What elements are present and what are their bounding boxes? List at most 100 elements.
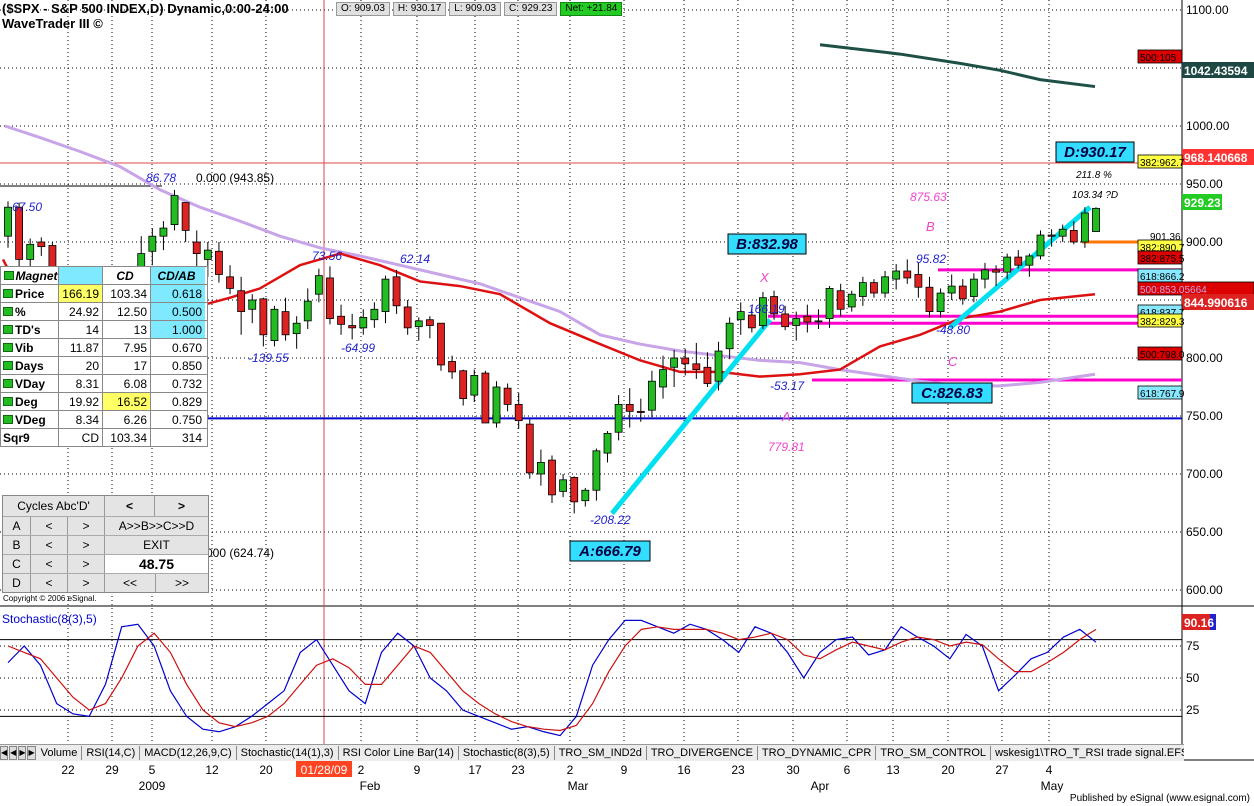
candle-body xyxy=(770,296,778,315)
candle-body xyxy=(958,285,967,300)
tab-scroll-next-icon[interactable]: ▶ xyxy=(18,746,27,760)
study-tab[interactable]: TRO_DIVERGENCE xyxy=(647,746,758,760)
ohlc-net: Net: +21.84 xyxy=(560,2,623,16)
candle-body xyxy=(981,269,989,280)
candle-body xyxy=(425,319,434,326)
tab-scroll-prev-icon[interactable]: ◀ xyxy=(9,746,18,760)
panel-value-2: 17 xyxy=(103,357,151,374)
candle-body xyxy=(26,243,35,260)
candle-body xyxy=(181,202,190,231)
candle-body xyxy=(1003,256,1012,273)
cycles-next-button[interactable]: > xyxy=(155,496,208,516)
panel-row-label: VDay xyxy=(1,375,59,392)
study-tab[interactable]: Volume xyxy=(37,746,83,760)
candle-body xyxy=(603,432,612,454)
cycle-rewind-button[interactable]: << xyxy=(105,574,156,592)
candle-body xyxy=(1092,207,1100,232)
panel-row: VDay 8.31 6.08 0.732 xyxy=(1,375,207,393)
cycle-forward-button[interactable]: >> xyxy=(156,574,208,592)
study-tab[interactable]: Stochastic(8(3),5) xyxy=(459,746,555,760)
panel-value-3: 0.618 xyxy=(151,285,205,302)
wave-annotation: 166.19 xyxy=(748,302,785,316)
cycle-sequence-button[interactable]: A>>B>>C>>D xyxy=(105,517,208,535)
cycle-c-right-button[interactable]: > xyxy=(68,555,105,573)
study-tab[interactable]: TRO_SM_CONTROL xyxy=(876,746,992,760)
right-label: 618:837.7 xyxy=(1140,308,1185,319)
stoch-tick-label: 50 xyxy=(1186,671,1200,685)
panel-value-1: 8.31 xyxy=(59,375,103,392)
candle-body xyxy=(648,380,656,411)
candle-body xyxy=(570,477,579,503)
row-marker-icon xyxy=(3,415,13,424)
tab-scroll-last-icon[interactable]: ▶ xyxy=(27,746,36,760)
panel-row: Sqr9 CD 103.34 314 xyxy=(1,429,207,446)
candle-body xyxy=(925,286,934,312)
date-tick-label: 9 xyxy=(621,763,628,777)
date-tick-label: 6 xyxy=(844,763,851,777)
cursor-date-label: 01/28/09 xyxy=(301,763,348,777)
panel-header: Magnet CD CD/AB xyxy=(1,267,207,285)
cycle-a-right-button[interactable]: > xyxy=(68,517,105,535)
panel-row: Vib 11.87 7.95 0.670 xyxy=(1,339,207,357)
current-ma-value: 1042.43594 xyxy=(1184,64,1248,78)
wave-line-ab xyxy=(610,318,772,516)
study-tab[interactable]: wskesig1\TRO_T_RSI trade signal.EFS(,,,,… xyxy=(991,746,1184,760)
candle-body xyxy=(736,311,745,321)
cycle-a-left-button[interactable]: < xyxy=(31,517,68,535)
study-tab[interactable]: TRO_DYNAMIC_CPR xyxy=(758,746,877,760)
study-tab[interactable]: MACD(12,26,9,C) xyxy=(140,746,237,760)
ma-dark-line xyxy=(819,43,1096,89)
study-tab[interactable]: RSI(14,C) xyxy=(82,746,141,760)
panel-value-2: 103.34 xyxy=(103,429,151,446)
candle-body xyxy=(414,320,423,328)
date-tick-label: 17 xyxy=(468,763,482,777)
panel-header-label: Magnet xyxy=(1,267,59,284)
cycle-b-right-button[interactable]: > xyxy=(68,536,105,554)
date-tick-label: 2 xyxy=(358,763,365,777)
right-label: 901.36 xyxy=(1150,232,1181,243)
candle-body xyxy=(548,459,556,496)
ohlc-open: O: 909.03 xyxy=(336,2,390,16)
candle-body xyxy=(881,276,889,294)
level-c-label-bg xyxy=(911,382,993,404)
cycle-d-right-button[interactable]: > xyxy=(68,574,105,592)
stoch-k-line xyxy=(7,619,1097,737)
panel-row-label: Vib xyxy=(1,339,59,356)
cycle-c-left-button[interactable]: < xyxy=(31,555,68,573)
candle-body xyxy=(858,282,867,297)
current-ma-bg xyxy=(1182,62,1254,78)
price-tick-label: 900.00 xyxy=(1186,235,1223,249)
panel-value-1: 14 xyxy=(59,321,103,338)
panel-row-label: Deg xyxy=(1,393,59,410)
cycle-b-left-button[interactable]: < xyxy=(31,536,68,554)
candle-body xyxy=(492,386,501,424)
candle-body xyxy=(270,308,279,341)
study-tab[interactable]: TRO_SM_IND2d xyxy=(555,746,647,760)
panel-row: VDeg 8.34 6.26 0.750 xyxy=(1,411,207,429)
panel-value-2: 103.34 xyxy=(103,285,151,302)
date-tick-label: 2 xyxy=(567,763,574,777)
stoch-tick-label: 25 xyxy=(1186,703,1200,717)
exit-button[interactable]: EXIT xyxy=(105,536,208,554)
panel-row: Price 166.19 103.34 0.618 xyxy=(1,285,207,303)
candle-body xyxy=(1058,228,1067,237)
cycle-d-left-button[interactable]: < xyxy=(31,574,68,592)
price-target-label: 875.63 xyxy=(910,190,947,204)
tab-scroll-first-icon[interactable]: ◀ xyxy=(0,746,9,760)
right-label: 618:767.9 xyxy=(1140,389,1185,400)
cycles-prev-button[interactable]: < xyxy=(105,496,155,516)
price-target-label: 779.81 xyxy=(768,440,805,454)
study-tab[interactable]: RSI Color Line Bar(14) xyxy=(339,746,459,760)
candle-body xyxy=(914,274,923,288)
candle-body xyxy=(659,369,667,388)
wave-annotation: 86.78 xyxy=(146,171,176,185)
panel-value-2: 6.08 xyxy=(103,375,151,392)
candle-body xyxy=(814,320,823,323)
study-tab[interactable]: Stochastic(14(1),3) xyxy=(237,746,339,760)
date-tick-label: 23 xyxy=(731,763,745,777)
magnet-icon xyxy=(3,271,14,280)
level-d-label: D:930.17 xyxy=(1064,144,1126,161)
right-label-bg xyxy=(1137,49,1183,64)
stoch-tick-label: 75 xyxy=(1186,639,1200,653)
